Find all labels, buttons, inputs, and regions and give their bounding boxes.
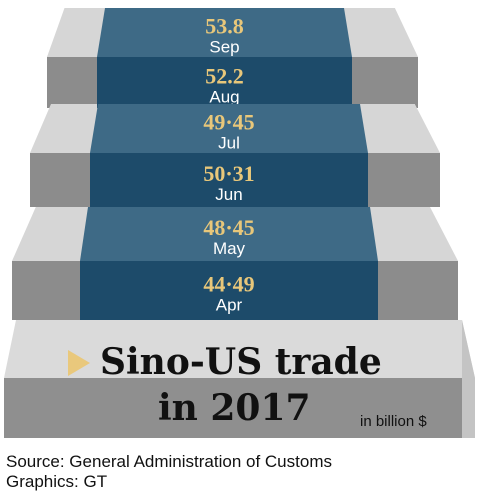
value-label: 48·45 (203, 215, 254, 240)
chart-title: Sino-US trade in 2017 (58, 340, 438, 440)
month-label: Aug (209, 88, 239, 107)
unit-label: in billion $ (360, 413, 427, 430)
month-label: Jul (218, 134, 240, 153)
carpet-riser (90, 153, 368, 207)
carpet-riser (97, 57, 352, 108)
carpet-tread (80, 207, 378, 261)
month-label: Sep (209, 38, 239, 57)
value-label: 49·45 (203, 110, 254, 135)
month-label: May (213, 239, 246, 258)
title-step-top (4, 320, 475, 378)
source-note: Source: General Administration of Custom… (6, 452, 332, 471)
title-line-2: in 2017 (158, 387, 311, 429)
value-label: 50·31 (203, 161, 254, 186)
title-step-side (462, 320, 475, 438)
value-label: 52.2 (205, 64, 244, 89)
triangle-arrow-icon (68, 350, 90, 376)
month-label: Apr (216, 296, 243, 315)
carpet-tread (90, 104, 368, 153)
value-label: 53.8 (205, 14, 244, 39)
title-line-1: Sino-US trade (100, 341, 382, 383)
value-label: 44·49 (203, 272, 254, 297)
title-step-riser (4, 378, 475, 438)
month-label: Jun (215, 185, 242, 204)
carpet-riser (80, 261, 378, 320)
carpet-tread (97, 8, 352, 57)
graphics-credit: Graphics: GT (6, 472, 108, 491)
